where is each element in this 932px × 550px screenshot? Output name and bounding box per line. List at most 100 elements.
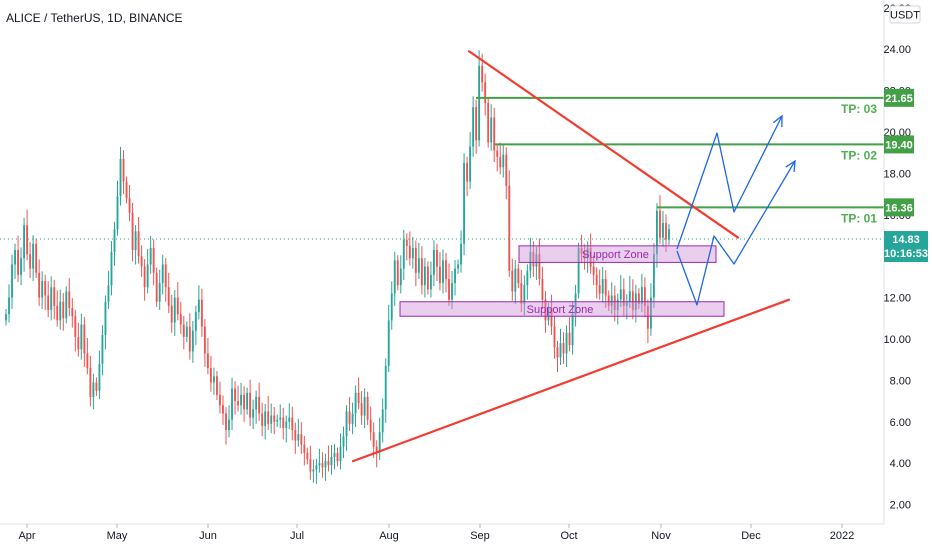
candle: [547, 302, 550, 326]
candle: [203, 319, 206, 367]
candle-body: [41, 281, 44, 298]
currency-badge-box[interactable]: [889, 5, 921, 24]
candle: [71, 298, 74, 328]
candle-body: [164, 264, 167, 288]
candle-body: [511, 270, 514, 292]
candle-body: [264, 411, 267, 426]
candle-body: [249, 392, 252, 418]
candle: [315, 458, 318, 484]
candle-body: [439, 266, 441, 284]
candle: [402, 229, 405, 281]
candle: [586, 241, 589, 273]
candle: [303, 435, 306, 466]
candle: [345, 405, 348, 451]
candle-body: [625, 301, 628, 306]
candle: [89, 355, 92, 407]
x-tick-label: Oct: [560, 530, 577, 542]
candle: [149, 235, 152, 274]
candle: [339, 433, 342, 470]
candle-body: [451, 283, 453, 300]
candle: [565, 325, 568, 367]
candle: [520, 269, 523, 313]
candle-body: [445, 260, 447, 279]
candle-body: [417, 258, 420, 273]
candle-body: [532, 252, 535, 267]
candle: [249, 379, 252, 426]
candle: [592, 255, 595, 286]
candle-body: [499, 156, 502, 168]
candle: [408, 231, 411, 266]
candle-body: [213, 376, 215, 383]
support-zone-box[interactable]: [518, 245, 717, 263]
candle-body: [32, 243, 35, 269]
x-tick-label: 2022: [830, 530, 854, 542]
candle-body: [225, 413, 227, 431]
candle: [396, 255, 399, 291]
candle: [502, 143, 505, 178]
candle: [255, 390, 258, 424]
candle: [176, 282, 179, 321]
candle-body: [436, 249, 438, 267]
time-axis[interactable]: Apr May Jun Jul Aug Sep Oct Nov Dec 2022: [18, 524, 854, 542]
candle-body: [101, 334, 104, 364]
candle: [505, 147, 508, 200]
trendline-descending[interactable]: [467, 50, 740, 239]
candle-body: [363, 396, 366, 416]
candle: [20, 247, 23, 286]
candle-body: [98, 363, 101, 391]
candle: [378, 417, 381, 461]
candle: [363, 388, 366, 429]
candle-body: [448, 278, 450, 300]
y-tick-label: 12.00: [883, 293, 911, 305]
candle-body: [520, 283, 523, 304]
candle: [276, 414, 279, 427]
candle-body: [637, 293, 640, 304]
candle-body: [668, 229, 670, 240]
candle-body: [243, 394, 246, 410]
candle: [351, 402, 354, 435]
candle-body: [128, 198, 131, 213]
candle-body: [14, 249, 16, 265]
x-tick-label: Aug: [379, 530, 399, 542]
candle: [559, 328, 562, 365]
target-label: TP: 02: [841, 148, 877, 162]
candle: [387, 304, 390, 373]
candle-body: [559, 343, 562, 358]
candle: [544, 291, 547, 333]
candle: [393, 251, 396, 306]
candle-body: [387, 320, 390, 366]
candle: [50, 276, 53, 321]
candle: [649, 283, 652, 336]
projection-path[interactable]: [676, 115, 783, 250]
currency-badge: USDT: [890, 10, 920, 22]
candle: [252, 399, 255, 430]
candle: [65, 286, 68, 324]
candle: [56, 290, 59, 327]
candle-body: [604, 278, 607, 296]
candle: [53, 279, 56, 320]
candle: [390, 281, 393, 330]
candle-body: [8, 297, 10, 315]
price-axis[interactable]: 2.004.006.008.0010.0012.0014.0016.0018.0…: [883, 3, 928, 512]
candle: [472, 96, 475, 157]
candle-body: [74, 316, 77, 337]
candle: [321, 452, 324, 478]
candle: [577, 242, 580, 299]
candle: [568, 317, 571, 352]
projection-path[interactable]: [676, 160, 796, 306]
current-price-tag: [884, 231, 928, 263]
x-tick-label: Jun: [199, 530, 217, 542]
candle: [631, 279, 634, 320]
support-zone-box[interactable]: [399, 301, 725, 317]
target-label: TP: 01: [841, 211, 877, 225]
candle: [222, 395, 224, 425]
candle-body: [137, 231, 140, 257]
candle-body: [646, 305, 649, 329]
trendline-ascending[interactable]: [351, 298, 791, 463]
candle-body: [426, 266, 429, 290]
candle-body: [414, 247, 417, 273]
candle: [122, 150, 125, 195]
candle-body: [589, 247, 592, 267]
